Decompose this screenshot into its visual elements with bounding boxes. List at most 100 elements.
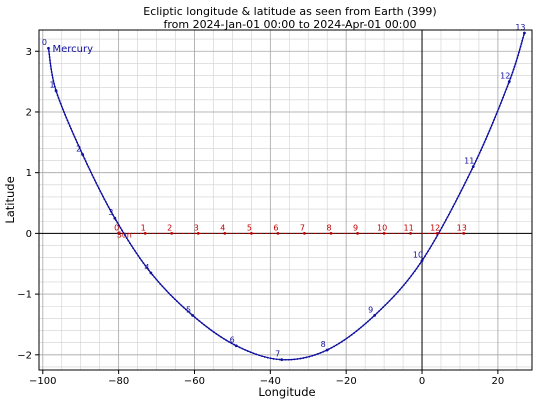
- data-point: [117, 231, 121, 235]
- data-point: [325, 348, 329, 352]
- series-marker: [515, 60, 518, 62]
- series-marker: [449, 211, 452, 213]
- series-marker: [49, 59, 51, 62]
- data-point: [196, 231, 200, 235]
- series-marker: [61, 108, 64, 111]
- series-marker: [467, 176, 469, 179]
- series-marker: [380, 308, 382, 311]
- series-marker: [169, 294, 172, 296]
- series-marker: [459, 192, 461, 195]
- series-marker: [464, 181, 467, 184]
- x-tick-label: −100: [29, 376, 56, 387]
- series-marker: [65, 116, 68, 119]
- series-marker: [417, 265, 420, 268]
- series-marker: [293, 358, 296, 361]
- series-marker: [489, 127, 492, 130]
- series-marker: [390, 297, 393, 300]
- series-marker: [410, 274, 413, 277]
- series-marker: [86, 163, 89, 166]
- series-marker: [308, 355, 311, 358]
- x-tick-label: −40: [260, 376, 281, 387]
- data-point: [420, 259, 424, 263]
- point-label: 1: [141, 223, 146, 232]
- series-marker: [135, 252, 138, 255]
- series-marker: [431, 242, 434, 245]
- series-marker: [49, 65, 52, 67]
- series-marker: [173, 298, 176, 301]
- series-marker: [121, 229, 123, 232]
- series-marker: [516, 57, 519, 60]
- series-marker: [443, 221, 446, 224]
- data-point: [303, 231, 306, 235]
- point-label: 8: [321, 340, 326, 349]
- series-marker: [461, 187, 464, 189]
- series-marker: [51, 74, 54, 76]
- series-marker: [522, 34, 525, 36]
- series-marker: [406, 279, 409, 282]
- series-marker: [305, 356, 308, 359]
- series-marker: [478, 151, 481, 154]
- series-marker: [520, 42, 523, 45]
- series-marker: [454, 200, 457, 203]
- y-tick-label: 0: [26, 229, 32, 240]
- series-marker: [357, 328, 360, 331]
- series-marker: [122, 232, 125, 234]
- series-marker: [501, 99, 503, 102]
- series-marker: [316, 353, 319, 355]
- x-tick-label: 20: [492, 376, 505, 387]
- point-label: 5: [247, 223, 252, 232]
- series-marker: [92, 176, 95, 179]
- data-point: [435, 231, 439, 235]
- series-marker: [97, 187, 100, 190]
- series-marker: [153, 276, 156, 279]
- series-marker: [198, 320, 201, 323]
- series-marker: [140, 259, 143, 262]
- series-marker: [66, 119, 69, 122]
- series-marker: [330, 346, 333, 349]
- series-marker: [463, 184, 465, 187]
- series-marker: [362, 324, 365, 327]
- series-marker: [457, 195, 460, 197]
- series-marker: [503, 93, 506, 96]
- point-label: 13: [515, 23, 525, 32]
- x-tick-label: −60: [184, 376, 205, 387]
- y-tick-label: 2: [26, 107, 32, 118]
- series-marker: [367, 320, 369, 323]
- series-marker: [355, 330, 358, 333]
- data-point: [471, 165, 475, 169]
- series-marker: [127, 239, 130, 242]
- series-marker: [49, 62, 52, 65]
- point-label: 10: [413, 251, 423, 260]
- series-marker: [249, 351, 252, 354]
- point-label: 6: [273, 223, 278, 232]
- series-marker: [50, 71, 53, 73]
- series-marker: [182, 306, 185, 309]
- chart-title-line1: Ecliptic longitude & latitude as seen fr…: [143, 5, 436, 18]
- series-marker: [384, 304, 387, 306]
- series-marker: [487, 132, 490, 135]
- series-marker: [180, 304, 183, 307]
- series-marker: [147, 269, 150, 272]
- data-point: [81, 153, 85, 156]
- series-marker: [70, 127, 72, 130]
- point-label: 9: [368, 305, 373, 314]
- series-marker: [434, 237, 437, 240]
- point-label: 12: [430, 223, 440, 232]
- series-marker: [137, 254, 140, 257]
- series-marker: [490, 124, 493, 127]
- series-marker: [522, 37, 524, 39]
- series-marker: [189, 312, 192, 315]
- series-marker: [402, 284, 405, 287]
- series-marker: [58, 99, 61, 102]
- series-marker: [476, 157, 479, 160]
- point-label: 7: [275, 350, 280, 359]
- data-point: [507, 80, 511, 84]
- series-marker: [68, 124, 71, 127]
- point-label: 3: [194, 223, 199, 232]
- series-marker: [497, 107, 500, 110]
- point-label: 6: [230, 336, 235, 345]
- series-marker: [484, 138, 487, 141]
- series-marker: [76, 141, 78, 144]
- series-marker: [167, 291, 170, 294]
